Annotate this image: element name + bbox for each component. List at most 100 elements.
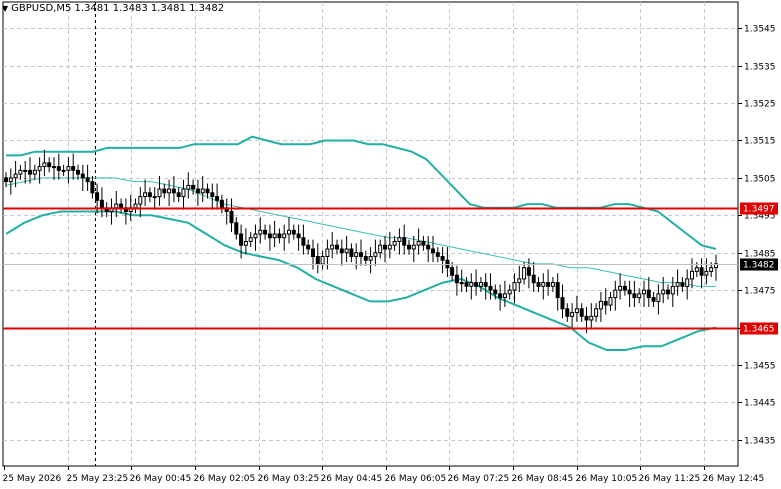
candle-body: [627, 289, 632, 295]
bollinger-middle-line: [5, 177, 716, 287]
candle-body: [685, 278, 690, 287]
candle-body: [714, 263, 718, 269]
candle-body: [411, 244, 416, 250]
candle-body: [469, 282, 474, 287]
candle-body: [37, 166, 42, 171]
candle-body: [229, 211, 234, 224]
candle-body: [454, 274, 459, 284]
candle-body: [517, 278, 522, 284]
candle-body: [315, 256, 320, 265]
x-tick-label: 25 May 23:25: [67, 474, 129, 484]
candle-body: [61, 169, 66, 172]
candle-body: [383, 244, 387, 250]
candle-body: [306, 244, 311, 250]
candle-body: [498, 293, 503, 299]
candle-body: [618, 285, 623, 291]
candle-body: [8, 177, 13, 183]
triangle-down-icon[interactable]: ▼: [2, 4, 9, 13]
candle-body: [200, 188, 205, 194]
candle-body: [311, 248, 315, 257]
candle-body: [464, 282, 469, 287]
candle-body: [32, 169, 37, 175]
candle-body: [66, 166, 71, 171]
y-tick-label: 1.3535: [744, 63, 776, 73]
chart-header: ▼ GBPUSD,M5 1.3481 1.3483 1.3481 1.3482: [2, 3, 224, 14]
candle-body: [258, 229, 263, 235]
candle-body: [531, 274, 536, 284]
candle-body: [565, 308, 570, 317]
x-tick-label: 26 May 00:45: [130, 474, 192, 484]
candle-body: [263, 229, 268, 235]
candle-body: [459, 282, 464, 285]
level-price-tag: [740, 202, 778, 215]
candle-body: [239, 233, 244, 246]
x-tick-label: 26 May 06:05: [385, 474, 447, 484]
candle-body: [646, 289, 651, 299]
x-tick-label: 26 May 07:25: [448, 474, 510, 484]
candle-body: [195, 188, 200, 194]
candle-body: [349, 248, 354, 257]
candle-body: [690, 270, 694, 280]
candle-body: [402, 237, 407, 246]
high-value: 1.3483: [112, 3, 148, 14]
candle-body: [512, 282, 517, 291]
candle-body: [215, 196, 220, 201]
candle-body: [133, 203, 138, 209]
candle-body: [387, 244, 392, 250]
x-tick-label: 26 May 03:25: [258, 474, 320, 484]
candle-body: [670, 285, 675, 295]
candle-body: [157, 188, 162, 198]
candle-body: [421, 241, 426, 246]
bollinger-lower-line: [5, 210, 717, 351]
y-tick-label: 1.3505: [744, 175, 776, 185]
candle-body: [416, 241, 421, 246]
x-tick-label: 26 May 04:45: [321, 474, 383, 484]
candle-body: [205, 188, 210, 194]
candle-body: [450, 267, 455, 276]
candle-body: [608, 297, 613, 306]
candle-body: [181, 188, 186, 198]
candle-body: [574, 308, 579, 313]
candle-body: [52, 166, 56, 169]
candle-body: [507, 289, 512, 295]
level-price-label: 1.3497: [743, 205, 775, 215]
candle-body: [541, 282, 546, 287]
y-tick-label: 1.3435: [744, 437, 776, 447]
y-tick-label: 1.3515: [744, 137, 776, 147]
x-tick-label: 26 May 08:45: [512, 474, 574, 484]
candle-body: [359, 252, 363, 257]
x-tick-label: 26 May 11:25: [639, 474, 701, 484]
candle-body: [407, 244, 411, 250]
candle-body: [579, 308, 584, 317]
candle-body: [378, 244, 383, 254]
candle-body: [483, 282, 488, 287]
candle-body: [594, 308, 599, 317]
open-value: 1.3481: [74, 3, 110, 14]
candle-body: [493, 289, 498, 295]
candle-body: [704, 270, 709, 276]
candle-body: [80, 173, 85, 179]
candle-body: [445, 259, 450, 269]
candle-body: [234, 222, 239, 235]
candle-body: [598, 300, 603, 310]
candle-body: [56, 166, 61, 171]
candle-body: [243, 241, 248, 246]
candle-body: [85, 177, 90, 183]
candle-body: [99, 199, 104, 209]
candle-body: [147, 192, 152, 198]
y-tick-label: 1.3455: [744, 362, 776, 372]
candle-body: [680, 282, 685, 287]
candle-body: [114, 203, 119, 209]
candle-body: [426, 244, 431, 250]
x-tick-label: 26 May 02:05: [194, 474, 256, 484]
candle-body: [354, 252, 359, 257]
candle-body: [253, 233, 258, 239]
current-price-label: 1.3482: [743, 261, 775, 271]
candle-body: [440, 256, 445, 261]
candle-body: [622, 285, 627, 291]
candle-body: [368, 256, 373, 261]
candle-body: [291, 229, 296, 235]
candle-body: [339, 248, 344, 254]
